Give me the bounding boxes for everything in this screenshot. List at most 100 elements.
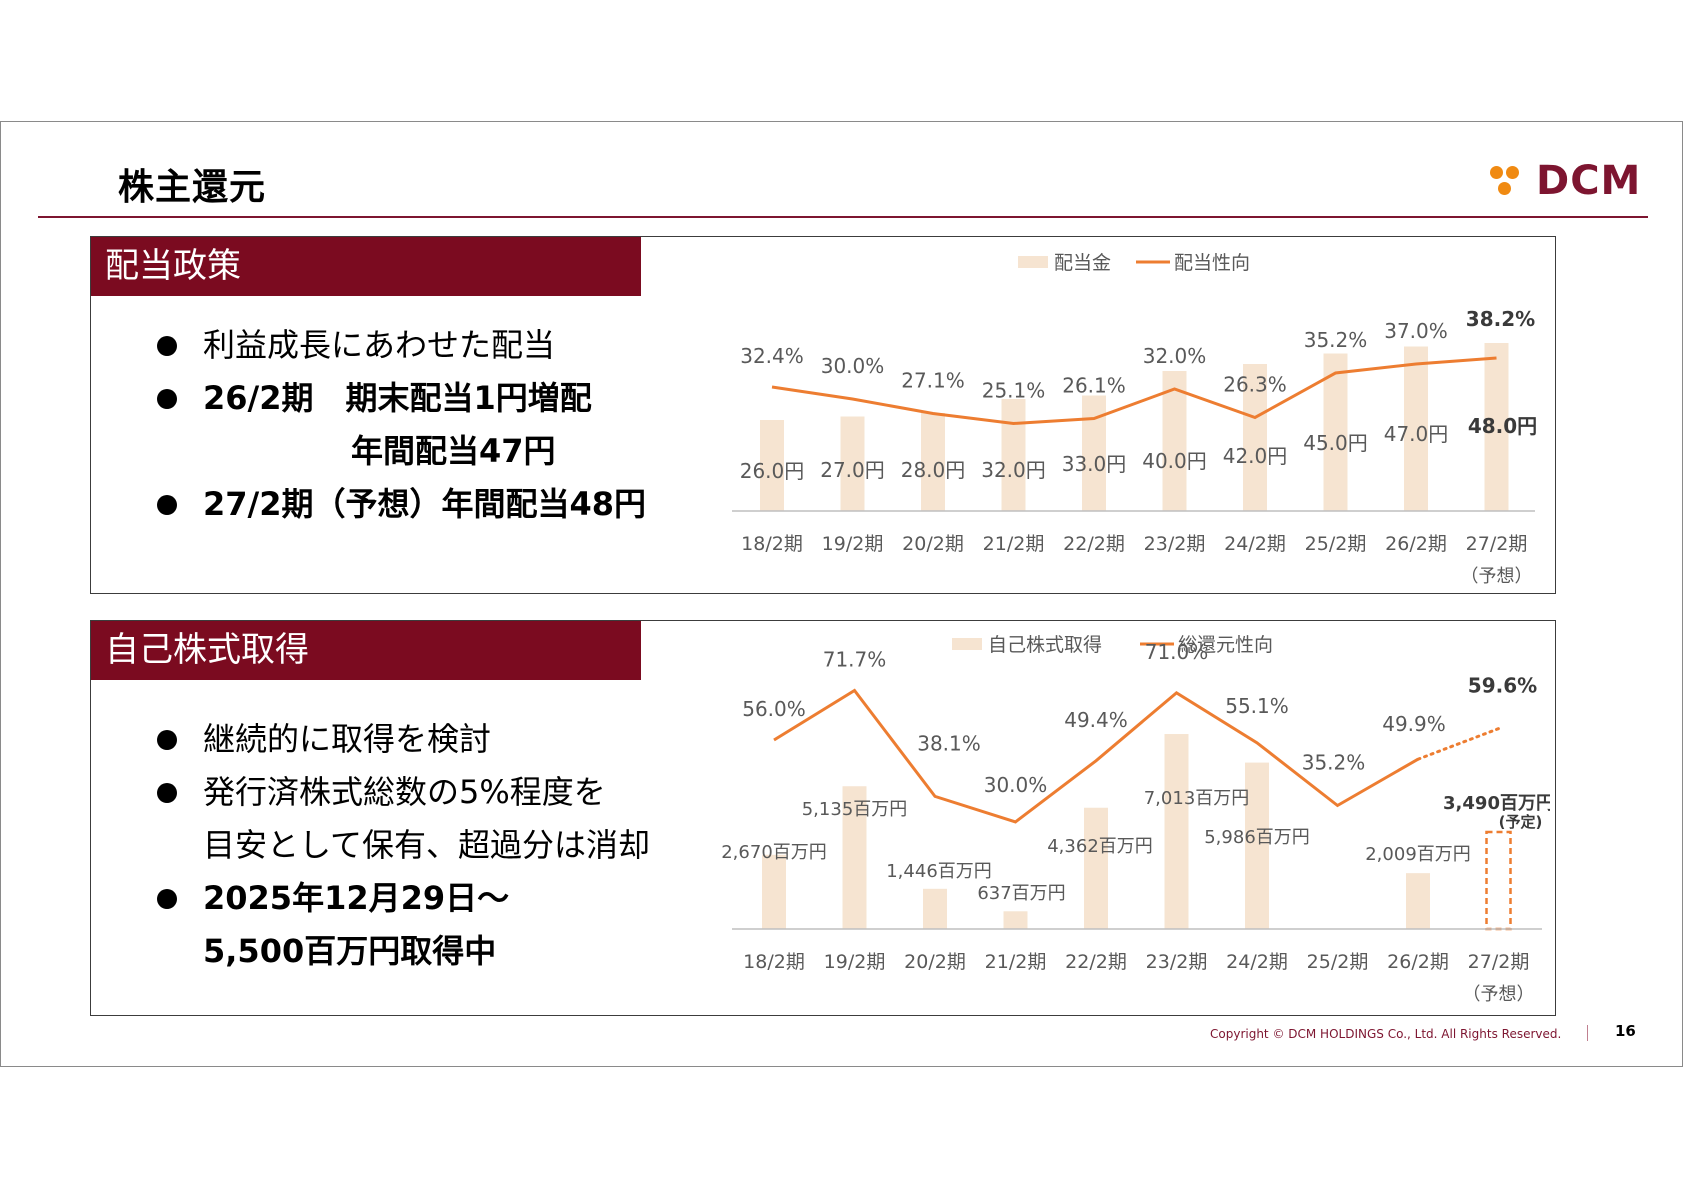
- bullet-text: 27/2期（予想）年間配当48円: [203, 485, 647, 523]
- line-data-label: 49.4%: [1064, 708, 1128, 732]
- x-tick-label: 21/2期: [983, 533, 1045, 555]
- bar-planned: [1485, 830, 1512, 931]
- x-tick-label: 24/2期: [1226, 951, 1288, 973]
- legend-bar-swatch: [1018, 256, 1048, 268]
- line-data-label: 30.0%: [984, 773, 1048, 797]
- bullet-dot: [157, 336, 177, 356]
- x-tick-label: 25/2期: [1305, 533, 1367, 555]
- x-tick-label: 19/2期: [824, 951, 886, 973]
- bar: [1406, 873, 1430, 929]
- bar-data-label: 637百万円: [977, 883, 1065, 904]
- bullet-item: 2025年12月29日～ 5,500百万円取得中: [157, 872, 650, 978]
- dcm-logo: DCM: [1490, 158, 1650, 204]
- x-tick-note: （予想）: [1461, 566, 1533, 587]
- bar-data-label: 3,490百万円: [1443, 793, 1550, 814]
- line-series: [771, 356, 1497, 426]
- bullet-item: 26/2期 期末配当1円増配年間配当47円: [157, 372, 646, 478]
- line-data-label: 35.2%: [1302, 751, 1366, 775]
- footer-divider: [1587, 1025, 1588, 1041]
- bullet-text: 26/2期 期末配当1円増配: [203, 379, 592, 417]
- bullet-dot: [157, 889, 177, 909]
- line-data-label: 26.1%: [1062, 374, 1126, 398]
- logo-text: DCM: [1536, 158, 1642, 204]
- bullet-dot: [157, 495, 177, 515]
- bar: [760, 420, 784, 511]
- page-title: 株主還元: [118, 167, 267, 208]
- x-tick-label: 23/2期: [1144, 533, 1206, 555]
- line-data-label: 38.1%: [917, 731, 981, 755]
- bar: [1323, 353, 1348, 511]
- bar-data-label: 26.0円: [740, 459, 805, 483]
- bullet-subtext: 5,500百万円取得中: [203, 932, 497, 970]
- x-tick-label: 18/2期: [741, 533, 803, 555]
- buyback-panel: 自己株式取得 継続的に取得を検討 発行済株式総数の5%程度を目安として保有、超過…: [90, 620, 1556, 1016]
- line-data-label: 25.1%: [982, 379, 1046, 403]
- x-tick-label: 23/2期: [1146, 951, 1208, 973]
- bar-data-label: 5,986百万円: [1204, 827, 1310, 848]
- bullet-subtext: 年間配当47円: [351, 432, 556, 470]
- bar-data-label: 27.0円: [820, 458, 885, 482]
- bar: [1484, 343, 1509, 511]
- title-rule: [38, 216, 1648, 218]
- bullet-text: 発行済株式総数の5%程度を: [203, 773, 606, 811]
- line-data-label: 30.0%: [821, 354, 885, 378]
- bar-data-label: 7,013百万円: [1144, 788, 1250, 809]
- line-data-label: 56.0%: [742, 697, 806, 721]
- buyback-bullets: 継続的に取得を検討 発行済株式総数の5%程度を目安として保有、超過分は消却 20…: [157, 713, 650, 978]
- bar-data-label: 40.0円: [1142, 449, 1207, 473]
- line-data-label: 35.2%: [1304, 328, 1368, 352]
- bar: [1245, 762, 1269, 929]
- bullet-text: 2025年12月29日～: [203, 879, 510, 917]
- copyright-text: Copyright © DCM HOLDINGS Co., Ltd. All R…: [1210, 1027, 1562, 1041]
- dividend-chart: 配当金 配当性向 32.4% 30.0% 27.1% 25.1% 26.1% 32.0% 26.…: [732, 252, 1537, 587]
- bar-data-label: 4,362百万円: [1047, 836, 1153, 857]
- bar: [842, 786, 867, 929]
- bullet-dot: [157, 783, 177, 803]
- x-tick-label: 22/2期: [1065, 951, 1127, 973]
- bar-data-label: 48.0円: [1468, 414, 1537, 438]
- bullet-item: 継続的に取得を検討: [157, 713, 650, 766]
- line-data-label: 38.2%: [1466, 307, 1535, 331]
- line-data-label: 26.3%: [1223, 373, 1287, 397]
- bar: [923, 888, 947, 929]
- dividend-panel: 配当政策 利益成長にあわせた配当 26/2期 期末配当1円増配年間配当47円 2…: [90, 236, 1556, 594]
- x-tick-label: 18/2期: [743, 951, 805, 973]
- bar-data-label: 28.0円: [901, 458, 966, 482]
- dividend-bullets: 利益成長にあわせた配当 26/2期 期末配当1円増配年間配当47円 27/2期（…: [157, 319, 646, 531]
- line-data-label: 32.4%: [740, 344, 804, 368]
- logo-dot: [1498, 182, 1511, 195]
- line-series-forecast: [1416, 727, 1500, 761]
- line-data-label: 55.1%: [1225, 694, 1289, 718]
- page-number: 16: [1615, 1022, 1636, 1040]
- planned-note: (予定): [1499, 813, 1543, 831]
- bullet-subtext: 目安として保有、超過分は消却: [203, 826, 651, 864]
- line-data-label: 71.0%: [1145, 640, 1209, 664]
- legend-bar-label: 自己株式取得: [988, 634, 1102, 656]
- x-tick-label: 20/2期: [904, 951, 966, 973]
- bar-data-label: 32.0円: [981, 458, 1046, 482]
- legend-bar-label: 配当金: [1054, 252, 1111, 274]
- line-data-label: 71.7%: [823, 648, 887, 672]
- bullet-item: 利益成長にあわせた配当: [157, 319, 646, 372]
- legend-bar-swatch: [952, 638, 982, 650]
- line-data-label: 37.0%: [1384, 319, 1448, 343]
- dividend-panel-heading: 配当政策: [91, 237, 641, 296]
- x-tick-label: 21/2期: [985, 951, 1047, 973]
- bar: [762, 854, 786, 929]
- bar-data-label: 2,009百万円: [1365, 844, 1471, 865]
- bar: [1162, 371, 1187, 511]
- line-data-label: 59.6%: [1468, 674, 1537, 698]
- x-tick-label: 27/2期: [1468, 951, 1530, 973]
- bar: [921, 413, 945, 511]
- x-tick-label: 27/2期: [1466, 533, 1528, 555]
- line-data-label: 32.0%: [1143, 344, 1207, 368]
- logo-dot: [1490, 166, 1503, 179]
- buyback-panel-heading: 自己株式取得: [91, 621, 641, 680]
- bar-data-label: 33.0円: [1062, 452, 1127, 476]
- x-tick-label: 22/2期: [1063, 533, 1125, 555]
- x-tick-label: 26/2期: [1385, 533, 1447, 555]
- legend-line-label: 配当性向: [1174, 252, 1250, 274]
- logo-dot: [1506, 166, 1519, 179]
- bar: [1001, 399, 1026, 511]
- bullet-text: 利益成長にあわせた配当: [203, 326, 556, 364]
